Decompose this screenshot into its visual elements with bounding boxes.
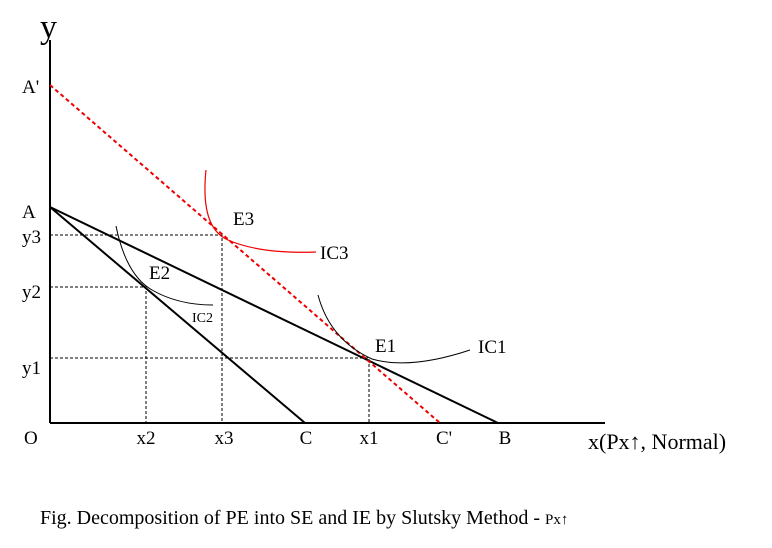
- point-label: x2: [137, 428, 156, 449]
- origin-label: O: [24, 428, 38, 449]
- point-label: x1: [360, 428, 379, 449]
- curve-label: IC1: [478, 337, 507, 358]
- curve-label: IC2: [192, 311, 213, 326]
- equilibrium-label: E3: [233, 209, 254, 230]
- budget-line-ab: [49, 206, 499, 424]
- caption-text: Fig. Decomposition of PE into SE and IE …: [40, 507, 545, 529]
- point-label: B: [499, 428, 512, 449]
- x-axis-label: x(Px↑, Normal): [588, 429, 726, 454]
- equilibrium-label: E2: [149, 263, 170, 284]
- point-label: x3: [215, 428, 234, 449]
- point-label: A: [22, 202, 36, 223]
- budget-line-compensated: [49, 84, 441, 424]
- point-label: y3: [22, 227, 41, 248]
- ic1-curve: [317, 294, 471, 364]
- point-label: y2: [22, 282, 41, 303]
- y-axis-label: y: [40, 9, 57, 46]
- budget-line-ac: [49, 206, 306, 424]
- point-label: C: [300, 428, 313, 449]
- ic3-curve: [204, 169, 317, 253]
- caption-suffix: Px↑: [545, 512, 568, 528]
- caption: Fig. Decomposition of PE into SE and IE …: [40, 507, 568, 529]
- curve-label: IC3: [320, 243, 349, 264]
- point-label: y1: [22, 358, 41, 379]
- ic2-curve: [115, 225, 214, 306]
- point-label: A': [22, 77, 39, 98]
- point-label: C': [436, 428, 452, 449]
- equilibrium-label: E1: [375, 336, 396, 357]
